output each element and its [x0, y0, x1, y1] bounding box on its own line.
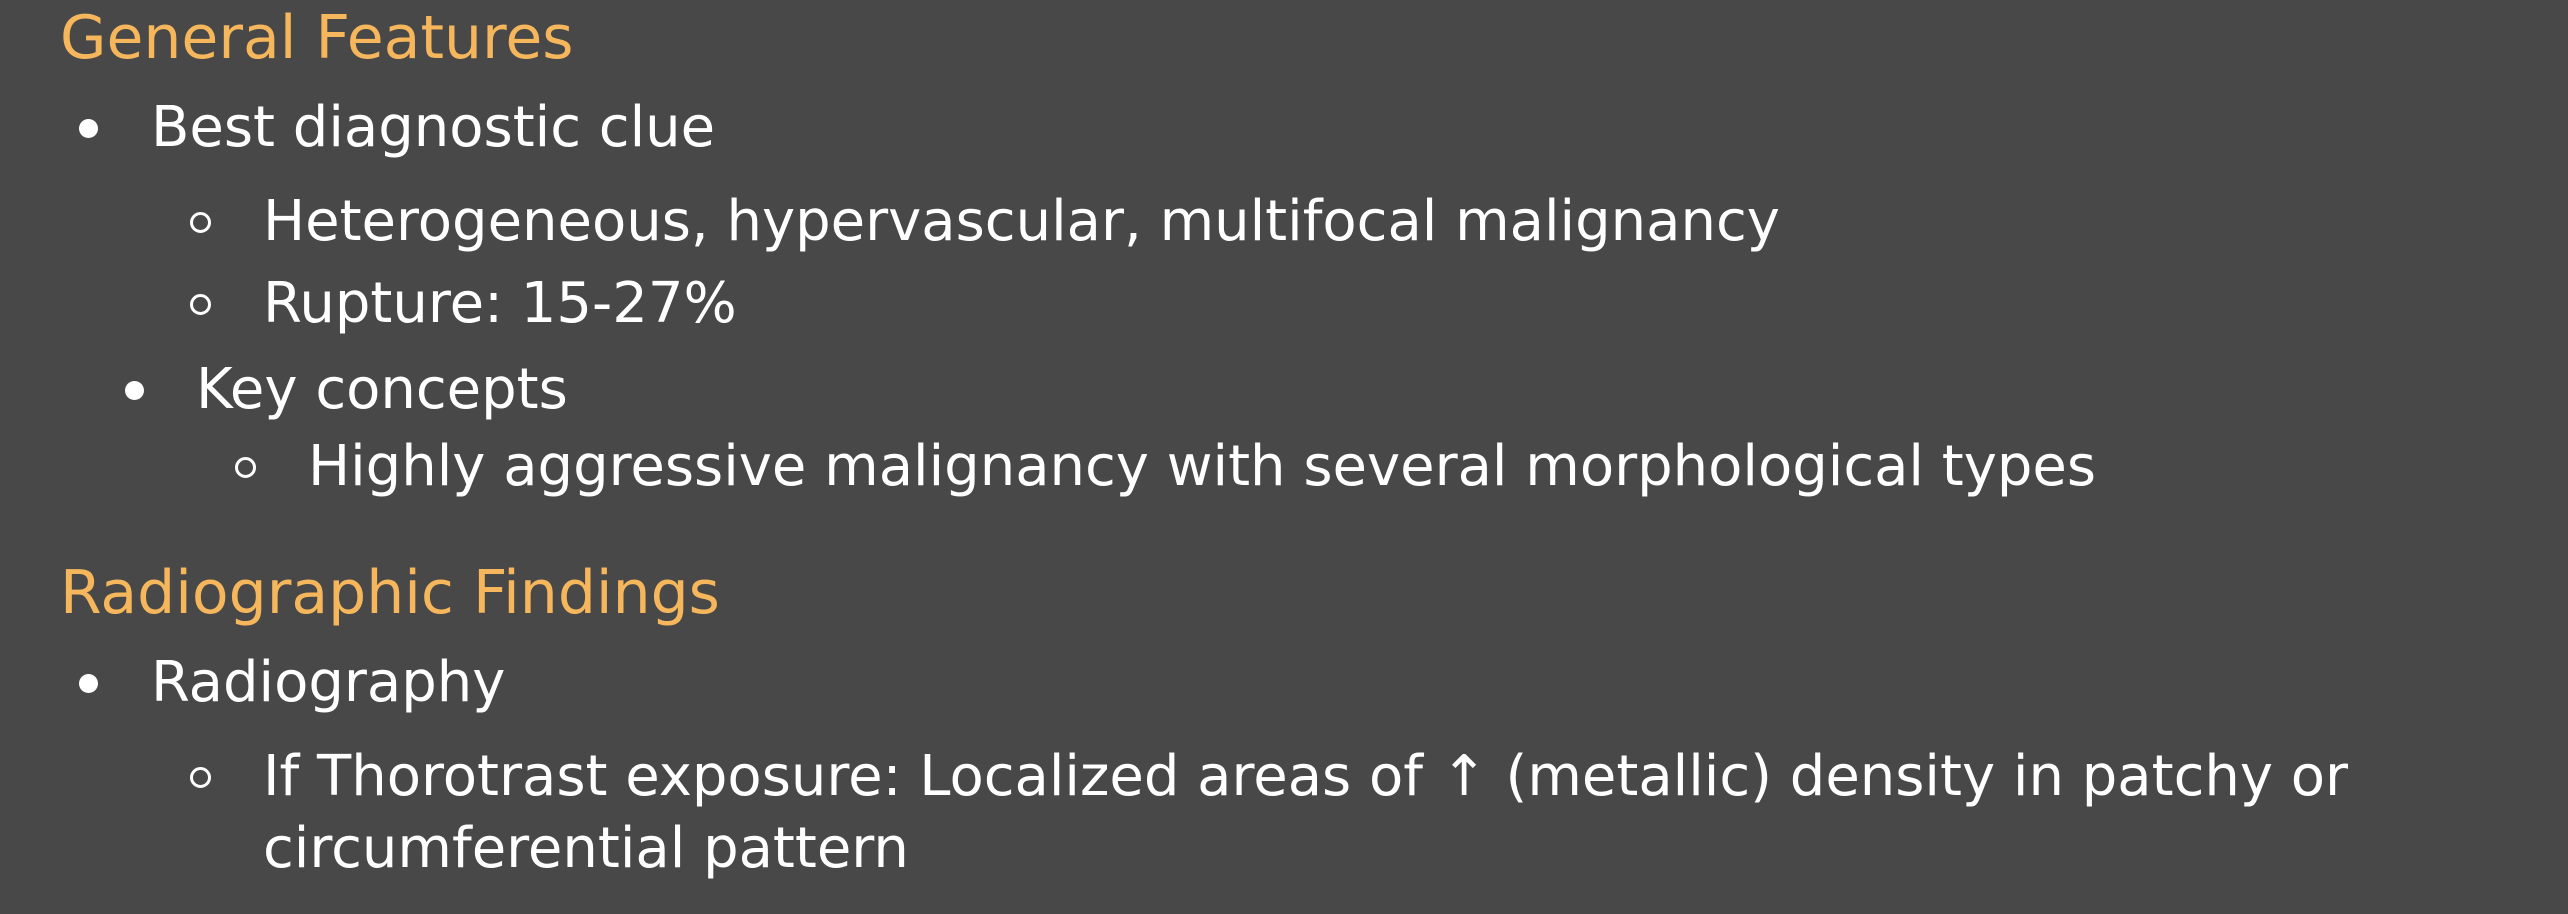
list-item-rupture: Rupture: 15-27% — [190, 268, 737, 340]
circle-bullet-icon — [235, 431, 256, 503]
list-item-thorotrast: If Thorotrast exposure: Localized areas … — [190, 741, 2349, 885]
list-item-key-concepts: Key concepts — [125, 354, 568, 426]
section-heading-radiographic-findings: Radiographic Findings — [60, 558, 720, 628]
list-item-radiography: Radiography — [79, 647, 505, 719]
circle-bullet-icon — [190, 186, 211, 258]
list-item-best-diagnostic-clue: Best diagnostic clue — [79, 92, 715, 164]
circle-bullet-icon — [190, 268, 211, 340]
circle-bullet-icon — [190, 741, 211, 813]
list-item-heterogeneous: Heterogeneous, hypervascular, multifocal… — [190, 186, 1780, 258]
disc-bullet-icon — [125, 354, 144, 426]
section-heading-general-features: General Features — [60, 3, 574, 73]
list-item-highly-aggressive: Highly aggressive malignancy with severa… — [235, 431, 2096, 503]
disc-bullet-icon — [79, 92, 98, 164]
list-item-thorotrast-line2: circumferential pattern — [263, 816, 909, 881]
disc-bullet-icon — [79, 647, 98, 719]
list-item-thorotrast-line1: If Thorotrast exposure: Localized areas … — [263, 744, 2349, 809]
